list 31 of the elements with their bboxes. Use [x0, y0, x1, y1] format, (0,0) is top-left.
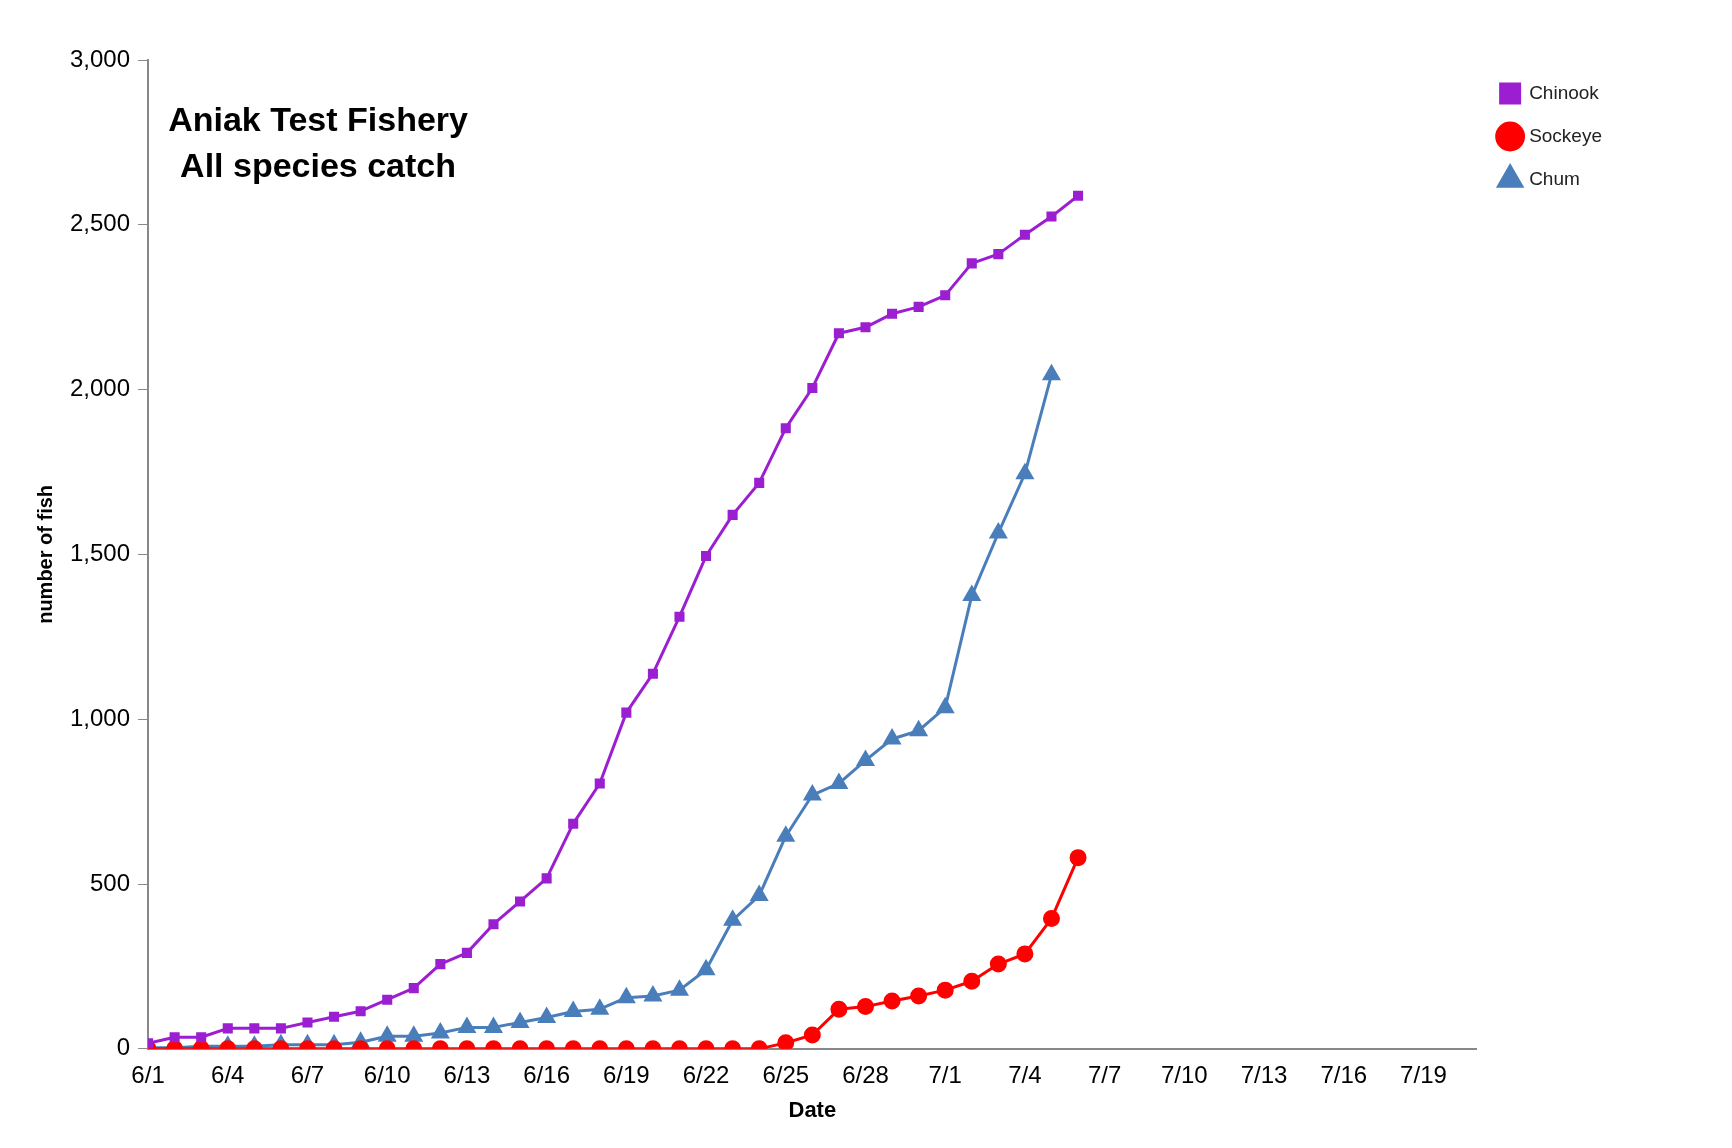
y-tick-label: 3,000 — [70, 44, 131, 72]
x-tick-label: 7/16 — [1320, 1060, 1368, 1088]
x-tick-label: 7/10 — [1160, 1060, 1208, 1088]
x-tick-label: 6/25 — [762, 1060, 810, 1088]
legend-label: Chinook — [1529, 81, 1600, 103]
x-tick-label: 6/28 — [842, 1060, 889, 1088]
text: Aniak Test Fishery — [168, 100, 469, 139]
x-axis-title: Date — [788, 1096, 837, 1122]
y-tick-label: 1,000 — [70, 703, 131, 731]
x-tick-label: 6/16 — [523, 1060, 570, 1088]
y-tick-label: 0 — [116, 1033, 131, 1061]
x-tick-label: 6/13 — [443, 1060, 491, 1088]
x-tick-label: 7/13 — [1240, 1060, 1288, 1088]
x-tick-label: 7/19 — [1400, 1060, 1447, 1088]
x-tick-label: 6/19 — [602, 1060, 650, 1088]
y-tick-label: 1,500 — [70, 539, 131, 567]
y-axis-title: number of fish — [33, 484, 56, 624]
legend-label: Chum — [1529, 167, 1580, 189]
legend-label: Sockeye — [1529, 124, 1602, 146]
x-tick-label: 7/4 — [1008, 1060, 1042, 1088]
x-tick-label: 6/7 — [290, 1060, 325, 1088]
x-tick-label: 7/7 — [1087, 1060, 1122, 1088]
x-tick-label: 7/1 — [928, 1060, 962, 1088]
y-tick-label: 500 — [90, 868, 131, 896]
text: All species catch — [180, 146, 457, 185]
y-tick-label: 2,500 — [70, 209, 131, 237]
x-tick-label: 6/1 — [131, 1060, 165, 1088]
x-tick-label: 6/4 — [211, 1060, 245, 1088]
y-tick-label: 2,000 — [70, 374, 131, 402]
x-tick-label: 6/22 — [682, 1060, 730, 1088]
x-tick-label: 6/10 — [363, 1060, 411, 1088]
